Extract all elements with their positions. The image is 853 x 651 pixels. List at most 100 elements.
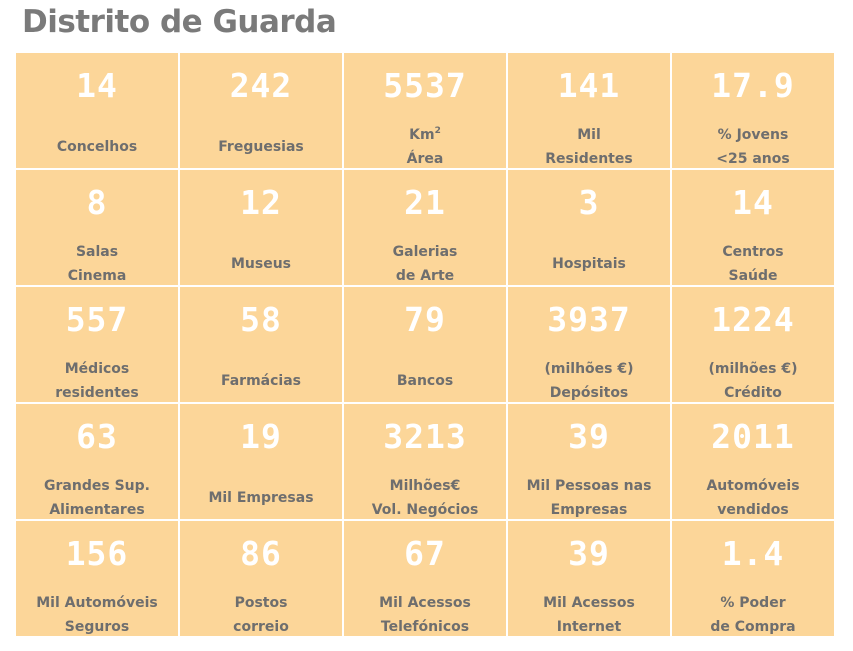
stat-cell: 141 Mil Residentes — [508, 53, 670, 168]
stat-cell: 8 Salas Cinema — [16, 170, 178, 285]
stat-label-line2: correio — [233, 619, 289, 635]
stat-cell: 156 Mil Automóveis Seguros — [16, 521, 178, 636]
stat-label-line1: Centros — [672, 240, 834, 264]
stat-label-line2: de Compra — [710, 619, 796, 635]
stat-label-line1: % Poder — [672, 591, 834, 615]
stat-label: Hospitais — [508, 240, 670, 288]
stat-label-line1: Médicos — [16, 357, 178, 381]
stat-label-line1-text: Farmácias — [220, 373, 301, 389]
stat-label: Concelhos — [16, 123, 178, 171]
stat-label: Médicos residentes — [16, 357, 178, 405]
stat-label: Mil Acessos Internet — [508, 591, 670, 639]
stat-value: 156 — [65, 534, 129, 573]
stat-label: % Jovens <25 anos — [672, 123, 834, 171]
stat-label-line1: Salas — [16, 240, 178, 264]
stat-cell: 242 Freguesias — [180, 53, 342, 168]
stat-label-line2: Crédito — [724, 385, 782, 401]
stat-label-line1-text: (milhões €) — [708, 361, 798, 377]
stat-label: Galerias de Arte — [344, 240, 506, 288]
stat-cell: 1.4 % Poder de Compra — [672, 521, 834, 636]
stat-value: 12 — [240, 183, 282, 222]
stat-value: 3 — [578, 183, 600, 222]
stat-cell: 12 Museus — [180, 170, 342, 285]
stat-label-line2: Depósitos — [549, 385, 629, 401]
stat-value: 141 — [557, 66, 621, 105]
page-title: Distrito de Guarda — [22, 4, 337, 40]
stat-value: 3213 — [383, 417, 467, 456]
stat-label-line2: Residentes — [545, 151, 633, 167]
stat-label-line2: <25 anos — [716, 151, 790, 167]
stat-label-line1-text: Automóveis — [706, 478, 800, 494]
stat-label-line1-text: Mil Empresas — [208, 490, 314, 506]
stat-label: Freguesias — [180, 123, 342, 171]
stat-label: Museus — [180, 240, 342, 288]
stat-label-line1: Freguesias — [180, 135, 342, 159]
stat-label-line2: Área — [406, 151, 444, 167]
stat-label: Mil Residentes — [508, 123, 670, 171]
stat-label: Bancos — [344, 357, 506, 405]
stat-label-line1-text: Hospitais — [552, 256, 626, 272]
stat-cell: 63 Grandes Sup. Alimentares — [16, 404, 178, 519]
stat-value: 39 — [568, 417, 610, 456]
stat-label-line1-text: Freguesias — [218, 139, 304, 155]
stat-label-line1-text: Mil Acessos — [379, 595, 471, 611]
stat-label-line1: Museus — [180, 252, 342, 276]
stat-label-line2: Telefónicos — [380, 619, 470, 635]
stat-value: 86 — [240, 534, 282, 573]
stat-label: (milhões €) Crédito — [672, 357, 834, 405]
stat-label-line1-text: Mil — [577, 127, 601, 143]
stat-label-line2: Empresas — [550, 502, 628, 518]
stat-cell: 3213 Milhões€ Vol. Negócios — [344, 404, 506, 519]
stat-cell: 79 Bancos — [344, 287, 506, 402]
stat-label-line1: Farmácias — [180, 369, 342, 393]
stat-label-line1: (milhões €) — [672, 357, 834, 381]
stat-label-line2: Vol. Negócios — [371, 502, 479, 518]
stat-cell: 86 Postos correio — [180, 521, 342, 636]
stat-cell: 2011 Automóveis vendidos — [672, 404, 834, 519]
stat-label-line1-text: Galerias — [392, 244, 458, 260]
stat-cell: 3 Hospitais — [508, 170, 670, 285]
stat-value: 21 — [404, 183, 446, 222]
stat-label-line1: Hospitais — [508, 252, 670, 276]
stat-label: Mil Automóveis Seguros — [16, 591, 178, 639]
stat-label-line2: Saúde — [728, 268, 778, 284]
stat-cell: 557 Médicos residentes — [16, 287, 178, 402]
stat-label-line1: % Jovens — [672, 123, 834, 147]
stat-label-line2: de Arte — [395, 268, 455, 284]
stat-cell: 17.9 % Jovens <25 anos — [672, 53, 834, 168]
stat-value: 14 — [732, 183, 774, 222]
stat-value: 39 — [568, 534, 610, 573]
stat-label: Mil Pessoas nas Empresas — [508, 474, 670, 522]
stat-label-line1: Galerias — [344, 240, 506, 264]
stat-label: Automóveis vendidos — [672, 474, 834, 522]
stat-cell: 14 Centros Saúde — [672, 170, 834, 285]
stats-grid: 14 Concelhos 242 Freguesias 5537 Km2 Área 141 Mi… — [16, 53, 834, 636]
stat-value: 5537 — [383, 66, 467, 105]
stat-label-line1-text: Postos — [234, 595, 288, 611]
stat-label-line1-text: (milhões €) — [544, 361, 634, 377]
stat-cell: 67 Mil Acessos Telefónicos — [344, 521, 506, 636]
stat-label-line1: Automóveis — [672, 474, 834, 498]
stat-label-line1: Mil Acessos — [344, 591, 506, 615]
stat-label-line1: Concelhos — [16, 135, 178, 159]
stat-cell: 21 Galerias de Arte — [344, 170, 506, 285]
stat-label-line1: Mil Pessoas nas — [508, 474, 670, 498]
stat-label: Postos correio — [180, 591, 342, 639]
stat-label-line2: Internet — [556, 619, 622, 635]
stat-cell: 14 Concelhos — [16, 53, 178, 168]
stat-value: 14 — [76, 66, 118, 105]
stat-label-line1: Mil Empresas — [180, 486, 342, 510]
stat-label-line2: Seguros — [64, 619, 130, 635]
stat-label-line1: Mil — [508, 123, 670, 147]
stat-label-line1: Bancos — [344, 369, 506, 393]
stat-label: Farmácias — [180, 357, 342, 405]
stat-label: Mil Empresas — [180, 474, 342, 522]
stat-value: 63 — [76, 417, 118, 456]
stat-label-line1: Grandes Sup. — [16, 474, 178, 498]
stat-label: Milhões€ Vol. Negócios — [344, 474, 506, 522]
stat-label-line2: Alimentares — [49, 502, 145, 518]
stat-value: 2011 — [711, 417, 795, 456]
stat-label-line1-text: % Poder — [720, 595, 786, 611]
stat-value: 242 — [229, 66, 293, 105]
stat-value: 3937 — [547, 300, 631, 339]
